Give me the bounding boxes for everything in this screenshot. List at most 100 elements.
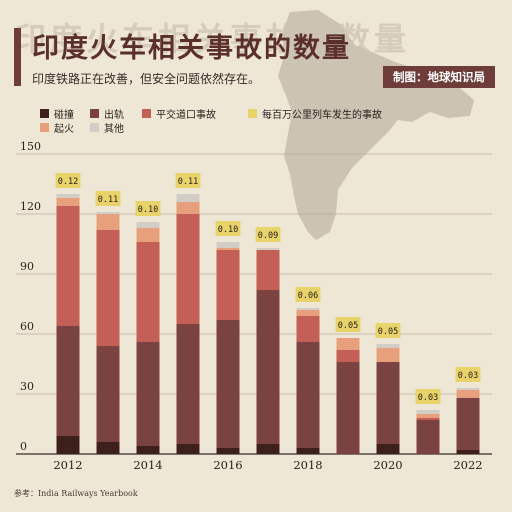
bar-segment-fire bbox=[376, 348, 400, 362]
legend-label-collision: 碰撞 bbox=[54, 110, 74, 121]
x-tick-label: 2018 bbox=[293, 458, 322, 472]
bar-segment-derailment bbox=[256, 290, 280, 444]
rate-badge bbox=[375, 323, 401, 338]
bar-segment-other bbox=[376, 344, 400, 348]
legend-item-rate: 每百万公里列车发生的事故 bbox=[248, 106, 382, 121]
bar-segment-other bbox=[256, 248, 280, 250]
legend-item-derailment: 出轨 bbox=[90, 106, 124, 121]
bar-segment-collision bbox=[376, 444, 400, 454]
rate-badge bbox=[95, 191, 121, 206]
bar-segment-collision bbox=[56, 436, 80, 454]
legend-label-fire: 起火 bbox=[54, 124, 74, 135]
bar-segment-collision bbox=[256, 444, 280, 454]
rate-label: 0.10 bbox=[218, 225, 238, 235]
bar-segment-crossing bbox=[336, 350, 360, 362]
bar-segment-fire bbox=[56, 198, 80, 206]
bar-segment-fire bbox=[96, 214, 120, 230]
bar-segment-derailment bbox=[216, 320, 240, 448]
legend-swatch-rate bbox=[248, 109, 257, 118]
legend-swatch-fire bbox=[40, 123, 49, 132]
rate-badge bbox=[135, 201, 161, 216]
legend-swatch-collision bbox=[40, 109, 49, 118]
rate-label: 0.06 bbox=[298, 291, 318, 301]
bar-segment-collision bbox=[216, 448, 240, 454]
y-tick-label: 150 bbox=[20, 140, 41, 153]
bar-segment-derailment bbox=[96, 346, 120, 442]
bar-segment-derailment bbox=[376, 362, 400, 444]
bar-segment-crossing bbox=[256, 250, 280, 290]
rate-badge bbox=[175, 173, 201, 188]
rate-badge bbox=[215, 221, 241, 236]
bar-segment-crossing bbox=[136, 242, 160, 342]
legend-item-crossing: 平交道口事故 bbox=[142, 106, 216, 121]
rate-label: 0.12 bbox=[58, 177, 78, 187]
rate-badge bbox=[335, 317, 361, 332]
rate-label: 0.03 bbox=[458, 371, 478, 381]
source-note: 参考：India Railways Yearbook bbox=[14, 489, 138, 498]
bar-segment-fire bbox=[216, 248, 240, 250]
bar-segment-other bbox=[216, 242, 240, 248]
y-tick-label: 120 bbox=[20, 200, 41, 213]
bar-segment-collision bbox=[176, 444, 200, 454]
rate-label: 0.11 bbox=[98, 195, 118, 205]
y-tick-label: 60 bbox=[20, 320, 34, 333]
bar-segment-other bbox=[296, 308, 320, 310]
legend-swatch-derailment bbox=[90, 109, 99, 118]
bar-segment-derailment bbox=[136, 342, 160, 446]
y-tick-label: 0 bbox=[20, 440, 27, 453]
rate-badge bbox=[455, 367, 481, 382]
bar-segment-collision bbox=[456, 450, 480, 454]
bar-segment-crossing bbox=[296, 316, 320, 342]
page-subtitle: 印度铁路正在改善，但安全问题依然存在。 bbox=[32, 72, 261, 86]
bar-segment-other bbox=[176, 194, 200, 202]
bar-segment-other bbox=[56, 194, 80, 198]
rate-label: 0.11 bbox=[178, 177, 198, 187]
rate-label: 0.10 bbox=[138, 205, 158, 215]
x-tick-label: 2020 bbox=[373, 458, 402, 472]
legend-label-crossing: 平交道口事故 bbox=[156, 110, 216, 121]
page-title: 印度火车相关事故的数量 bbox=[32, 33, 351, 64]
bar-segment-derailment bbox=[296, 342, 320, 448]
legend-label-rate: 每百万公里列车发生的事故 bbox=[262, 110, 382, 121]
rate-badge bbox=[415, 389, 441, 404]
bar-segment-fire bbox=[176, 202, 200, 214]
bar-segment-fire bbox=[136, 228, 160, 242]
bar-segment-derailment bbox=[176, 324, 200, 444]
x-tick-label: 2016 bbox=[213, 458, 242, 472]
bar-segment-fire bbox=[416, 414, 440, 418]
legend-item-fire: 起火 bbox=[40, 120, 74, 135]
bar-segment-collision bbox=[296, 448, 320, 454]
rate-label: 0.03 bbox=[418, 393, 438, 403]
x-tick-label: 2014 bbox=[133, 458, 162, 472]
bar-segment-crossing bbox=[56, 206, 80, 326]
rate-badge bbox=[55, 173, 81, 188]
bar-segment-derailment bbox=[416, 420, 440, 454]
bar-segment-collision bbox=[136, 446, 160, 454]
rate-badge bbox=[295, 287, 321, 302]
bar-segment-derailment bbox=[56, 326, 80, 436]
legend-item-collision: 碰撞 bbox=[40, 106, 74, 121]
bar-segment-crossing bbox=[96, 230, 120, 346]
rate-label: 0.05 bbox=[378, 327, 398, 337]
bar-segment-crossing bbox=[416, 418, 440, 420]
bar-segment-fire bbox=[456, 390, 480, 398]
bar-segment-crossing bbox=[216, 250, 240, 320]
legend-label-derailment: 出轨 bbox=[104, 110, 124, 121]
bar-segment-fire bbox=[336, 338, 360, 350]
title-accent-bar bbox=[14, 28, 21, 86]
credit-badge: 制图：地球知识局 bbox=[383, 66, 495, 88]
bar-segment-crossing bbox=[176, 214, 200, 324]
bar-segment-other bbox=[416, 410, 440, 414]
rate-label: 0.05 bbox=[338, 321, 358, 331]
bar-segment-fire bbox=[296, 310, 320, 316]
legend-swatch-crossing bbox=[142, 109, 151, 118]
x-tick-label: 2022 bbox=[453, 458, 482, 472]
bar-segment-derailment bbox=[456, 398, 480, 450]
bar-segment-other bbox=[456, 388, 480, 390]
bar-segment-collision bbox=[96, 442, 120, 454]
bar-segment-other bbox=[136, 222, 160, 228]
legend-label-other: 其他 bbox=[104, 124, 124, 135]
rate-badge bbox=[255, 227, 281, 242]
